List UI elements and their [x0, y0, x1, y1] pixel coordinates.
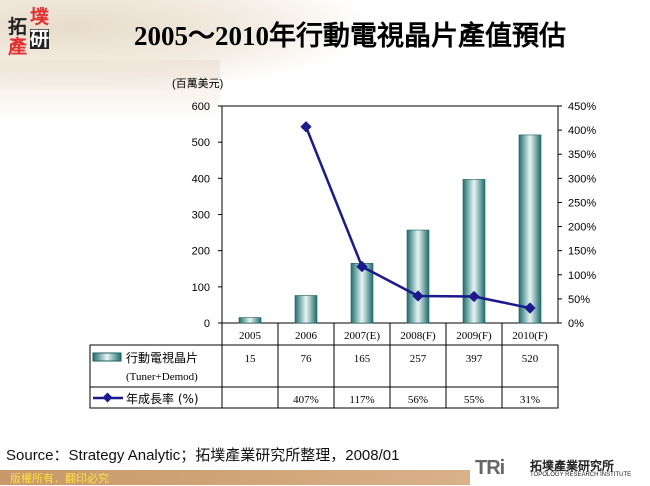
x-category-label: 2010(F)	[512, 330, 548, 342]
y-axis-unit-label: (百萬美元)	[172, 78, 224, 90]
plot-area	[221, 105, 559, 324]
page-title: 2005～2010年行動電視晶片產值預估	[134, 21, 566, 51]
x-category-label: 2007(E)	[344, 330, 380, 342]
growth-value-label: 117%	[349, 394, 374, 406]
line-marker	[468, 290, 480, 303]
line-marker	[412, 290, 424, 302]
tri-logo-en: TOPOLOGY RESEARCH INSTITUTE	[530, 472, 632, 478]
y-left-tick-label: 400	[192, 173, 210, 185]
y-right-tick-label: 0%	[568, 318, 584, 330]
legend-bar-subname: (Tuner+Demod)	[126, 371, 198, 383]
line-marker	[356, 260, 368, 273]
bar	[350, 263, 374, 324]
line-marker	[524, 302, 536, 314]
logo-char: 拓	[8, 16, 28, 38]
growth-value-label: 56%	[408, 394, 428, 406]
y-left-tick-label: 0	[204, 318, 210, 330]
growth-value-label: 55%	[464, 394, 484, 406]
line-marker	[300, 121, 312, 133]
x-category-label: 2006	[295, 330, 318, 342]
y-right-tick-label: 150%	[568, 246, 596, 258]
bar	[462, 179, 486, 324]
header-background-fade	[0, 60, 220, 120]
y-left-tick-label: 500	[192, 137, 210, 149]
logo: 拓 墣 產 研	[8, 5, 50, 57]
bar	[518, 134, 542, 324]
y-right-tick-label: 350%	[568, 149, 596, 161]
bar	[238, 317, 262, 324]
y-right-tick-label: 400%	[568, 125, 596, 137]
y-left-tick-label: 300	[192, 210, 210, 222]
growth-value-label: 31%	[520, 394, 540, 406]
legend-line-name: 年成長率 (%)	[126, 391, 199, 406]
tri-logo-cn: 拓墣產業研究所	[530, 459, 615, 473]
copyright-text: 版權所有．翻印必究	[10, 472, 109, 485]
x-category-label: 2008(F)	[400, 330, 436, 342]
source-note: Source：Strategy Analytic；拓墣產業研究所整理，2008/…	[6, 447, 400, 464]
legend-line-marker	[102, 392, 113, 403]
x-category-label: 2009(F)	[456, 330, 492, 342]
legend-bar-swatch	[92, 352, 122, 362]
bar	[406, 229, 430, 324]
y-right-tick-label: 300%	[568, 173, 596, 185]
tri-logo: TRi 拓墣產業研究所 TOPOLOGY RESEARCH INSTITUTE	[470, 455, 650, 485]
chart: 0 100 200 300 400 500 600 0% 50% 100% 150% 200% 250%…	[89, 101, 596, 409]
y-left-tick-label: 100	[192, 282, 210, 294]
y-right-tick-label: 50%	[568, 294, 590, 306]
x-category-label: 2005	[239, 330, 262, 342]
bar-value-label: 257	[410, 353, 427, 365]
bar-value-label: 520	[522, 353, 539, 365]
y-left-tick-label: 600	[192, 101, 210, 113]
tri-logo-text: TRi	[475, 457, 505, 479]
bar-value-label: 15	[245, 353, 257, 365]
y-right-tick-label: 100%	[568, 270, 596, 282]
logo-char: 研	[30, 28, 50, 50]
legend-bar-name: 行動電視晶片	[126, 350, 198, 365]
logo-char: 墣	[30, 6, 50, 28]
bar-value-label: 397	[466, 353, 483, 365]
y-right-tick-label: 200%	[568, 222, 596, 234]
logo-char: 產	[8, 36, 28, 58]
y-right-tick-label: 250%	[568, 197, 596, 209]
y-left-tick-label: 200	[192, 246, 210, 258]
y-right-tick-label: 450%	[568, 101, 596, 113]
bar	[294, 295, 318, 324]
growth-value-label: 407%	[293, 394, 319, 406]
bar-value-label: 165	[354, 353, 371, 365]
bar-value-label: 76	[301, 353, 313, 365]
